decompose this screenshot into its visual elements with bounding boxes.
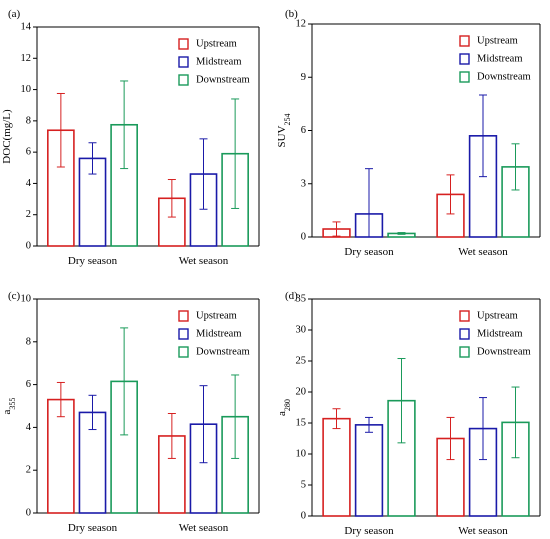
x-category-label: Wet season xyxy=(458,246,508,258)
y-axis-label: a280 xyxy=(276,399,292,416)
y-tick-label: 4 xyxy=(26,178,32,189)
legend-label-upstream: Upstream xyxy=(196,311,237,322)
y-tick-label: 0 xyxy=(26,241,31,252)
legend-swatch-downstream xyxy=(459,346,470,358)
x-category-label: Dry season xyxy=(68,522,118,534)
legend-swatch-upstream xyxy=(459,35,470,47)
legend-label-downstream: Downstream xyxy=(477,72,531,83)
legend-swatch-midstream xyxy=(459,328,470,340)
x-category-label: Dry season xyxy=(68,255,118,267)
y-tick-label: 12 xyxy=(296,19,307,30)
x-category-label: Dry season xyxy=(344,525,394,537)
y-tick-label: 2 xyxy=(26,465,31,476)
y-tick-label: 8 xyxy=(26,115,31,126)
y-tick-label: 10 xyxy=(21,84,32,95)
y-tick-label: 20 xyxy=(296,387,307,398)
chart-panel-4: (d) 0 5 10 15 20 25 30 35 a280 Dry season Wet seaso… xyxy=(276,290,541,537)
y-tick-label: 0 xyxy=(26,508,31,519)
panel-label: (d) xyxy=(285,290,298,302)
y-tick-label: 9 xyxy=(301,72,306,83)
panel-label: (a) xyxy=(8,8,21,20)
chart-panel-3: (c) 0 2 4 6 8 10 a355 Dry season Wet season Upstre… xyxy=(1,290,260,534)
bar-midstream-dry xyxy=(354,424,384,517)
bar-upstream-dry xyxy=(322,417,351,517)
panel-label: (b) xyxy=(285,8,298,20)
legend-swatch-upstream xyxy=(459,310,470,322)
x-category-label: Wet season xyxy=(179,255,229,267)
legend-label-upstream: Upstream xyxy=(196,39,237,50)
legend-label-downstream: Downstream xyxy=(196,347,250,358)
legend-swatch-midstream xyxy=(178,328,189,340)
y-tick-label: 14 xyxy=(21,22,32,33)
x-category-label: Wet season xyxy=(458,525,508,537)
legend-swatch-downstream xyxy=(178,346,189,358)
legend-label-midstream: Midstream xyxy=(196,57,242,68)
y-tick-label: 6 xyxy=(301,125,306,136)
y-tick-label: 2 xyxy=(26,209,31,220)
chart-panel-2: (b) 0 3 6 9 12 SUV254 Dry season Wet season Upstr… xyxy=(276,8,541,258)
y-tick-label: 0 xyxy=(301,232,306,243)
legend-label-upstream: Upstream xyxy=(477,36,518,47)
y-axis-label: a355 xyxy=(1,398,17,415)
y-tick-label: 10 xyxy=(21,294,32,305)
legend-label-midstream: Midstream xyxy=(196,329,242,340)
legend-swatch-upstream xyxy=(178,38,189,50)
legend-label-midstream: Midstream xyxy=(477,54,523,65)
y-tick-label: 4 xyxy=(26,422,32,433)
panel-label: (c) xyxy=(8,290,21,302)
legend-swatch-midstream xyxy=(178,56,189,68)
y-tick-label: 5 xyxy=(301,480,306,491)
y-tick-label: 12 xyxy=(21,53,32,64)
y-tick-label: 6 xyxy=(26,147,31,158)
chart-panel-1: (a) 0 2 4 6 8 10 12 14 DOC(mg/L) Dry season Wet sea… xyxy=(1,8,260,267)
legend-swatch-downstream xyxy=(459,71,470,83)
y-tick-label: 6 xyxy=(26,379,31,390)
legend-label-upstream: Upstream xyxy=(477,311,518,322)
y-tick-label: 3 xyxy=(301,178,306,189)
legend-swatch-midstream xyxy=(459,53,470,65)
y-axis-label: DOC(mg/L) xyxy=(1,109,13,164)
legend-label-downstream: Downstream xyxy=(477,347,531,358)
x-category-label: Dry season xyxy=(344,246,394,258)
y-tick-label: 15 xyxy=(296,418,307,429)
x-category-label: Wet season xyxy=(179,522,229,534)
y-tick-label: 8 xyxy=(26,336,31,347)
y-tick-label: 10 xyxy=(296,449,307,460)
legend-swatch-downstream xyxy=(178,74,189,86)
legend-swatch-upstream xyxy=(178,310,189,322)
y-tick-label: 0 xyxy=(301,511,306,522)
legend-label-downstream: Downstream xyxy=(196,75,250,86)
y-tick-label: 35 xyxy=(296,294,307,305)
y-axis-label: SUV254 xyxy=(276,113,292,147)
y-tick-label: 30 xyxy=(296,325,307,336)
y-tick-label: 25 xyxy=(296,356,307,367)
legend-label-midstream: Midstream xyxy=(477,329,523,340)
